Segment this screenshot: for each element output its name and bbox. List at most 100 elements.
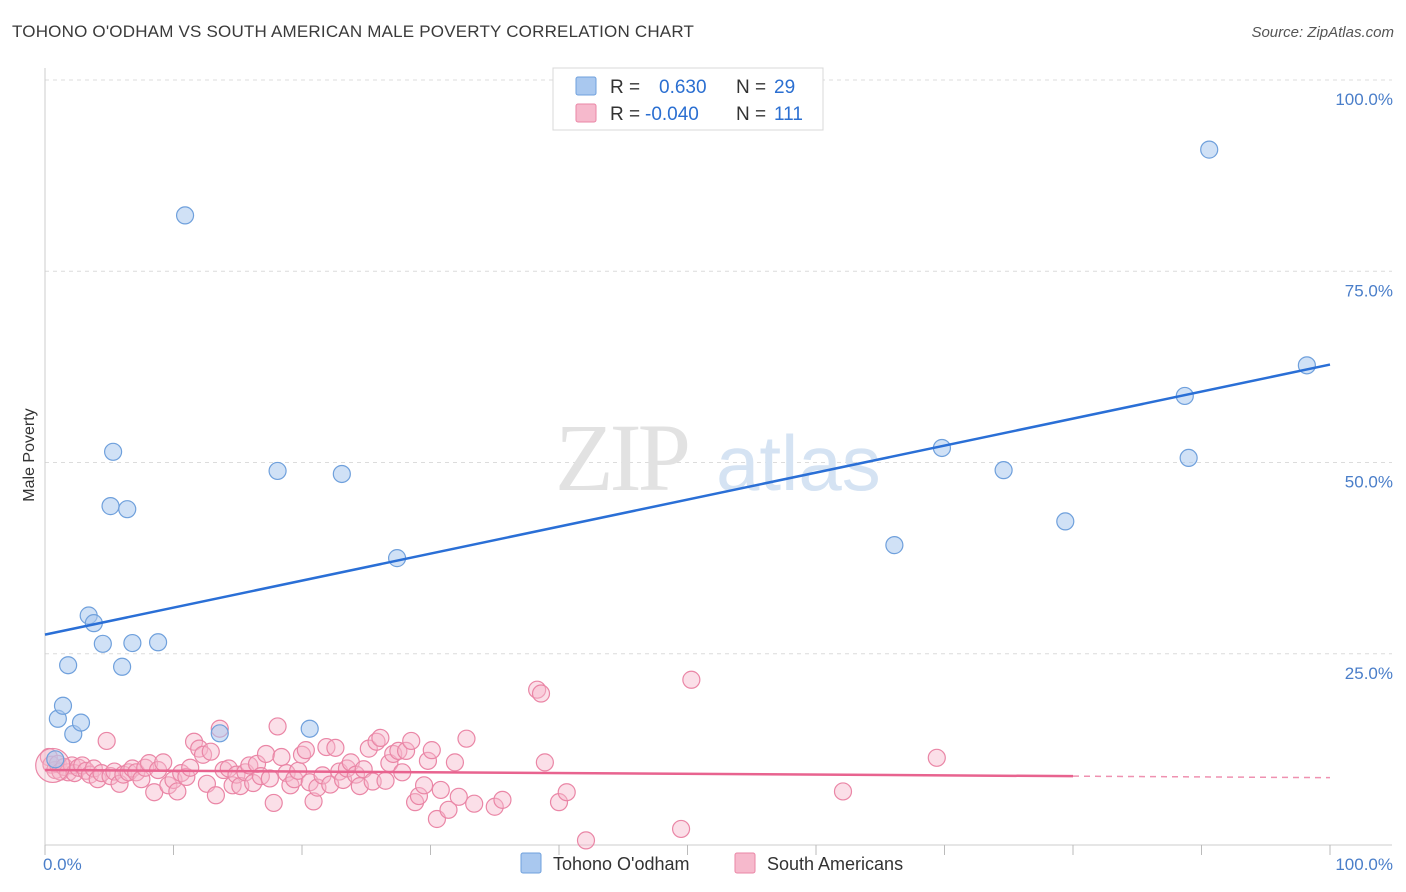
south-americans-point: [168, 782, 187, 801]
south-americans-point: [272, 747, 291, 767]
tohono-point: [53, 696, 73, 715]
south-americans-point: [376, 771, 395, 790]
south-americans-point: [206, 786, 226, 805]
south-americans-point: [576, 831, 596, 850]
series-label-tohono: Tohono O'odham: [553, 854, 690, 874]
tohono-point: [112, 657, 132, 676]
trendlines: [44, 363, 1331, 779]
legend-r-label-2: R =: [610, 104, 640, 125]
tohono-point: [1200, 140, 1219, 159]
south-americans-point: [535, 753, 554, 772]
south-americans-point: [549, 793, 569, 812]
south-americans-point: [244, 773, 263, 793]
south-americans-point: [465, 794, 484, 813]
south-americans-point: [439, 800, 458, 819]
watermark-atlas: atlas: [716, 419, 881, 507]
south-americans-point: [445, 753, 465, 772]
y-tick-label: 50.0%: [1345, 473, 1393, 492]
south-americans-point: [414, 776, 434, 795]
south-americans-point: [240, 756, 259, 775]
south-americans-trendline-extension: [1072, 775, 1331, 779]
south-americans-point: [256, 744, 276, 764]
tohono-point: [123, 633, 142, 653]
legend-swatch-pink: [575, 103, 597, 123]
south-americans-point: [354, 760, 373, 779]
south-americans-point: [389, 741, 408, 761]
south-americans-point: [431, 780, 450, 800]
south-americans-point: [409, 786, 429, 806]
tohono-points: [46, 140, 1316, 769]
south-americans-point: [264, 793, 283, 813]
south-americans-point: [260, 769, 279, 788]
watermark: ZIP atlas: [555, 404, 881, 511]
tohono-point: [300, 719, 319, 738]
south-americans-point: [485, 797, 504, 816]
tohono-point: [71, 713, 91, 732]
tohono-point: [175, 206, 195, 225]
south-americans-point: [833, 782, 853, 801]
south-americans-point: [396, 741, 416, 761]
south-americans-point: [531, 684, 551, 703]
x-tick-label: 0.0%: [43, 855, 82, 874]
tohono-point: [268, 461, 287, 481]
south-americans-point: [402, 731, 421, 751]
south-americans-point: [97, 731, 116, 751]
y-tick-label: 25.0%: [1345, 664, 1393, 683]
tohono-point: [1179, 448, 1198, 468]
south-americans-point: [154, 753, 173, 772]
legend-n-label-2: N =: [736, 104, 766, 125]
south-americans-point: [296, 741, 315, 760]
south-americans-point: [326, 738, 345, 757]
south-americans-point: [671, 819, 691, 839]
legend-box: [552, 67, 824, 131]
y-tick-label: 100.0%: [1335, 90, 1393, 109]
legend-swatch-blue: [575, 76, 597, 96]
y-tick-label: 75.0%: [1345, 281, 1393, 300]
tohono-trendline: [44, 363, 1331, 636]
tohono-point: [104, 442, 123, 461]
series-label-south-americans: South Americans: [767, 854, 903, 874]
legend-r-value-2: -0.040: [645, 104, 699, 125]
series-swatch-south-americans: [734, 852, 756, 874]
y-axis-label: Male Poverty: [21, 408, 38, 501]
tohono-point: [148, 633, 168, 652]
south-americans-point: [268, 717, 287, 736]
tohono-point: [46, 750, 65, 769]
tohono-point: [93, 634, 112, 653]
south-americans-point: [418, 751, 438, 770]
legend-n-value-2: 111: [774, 104, 803, 125]
legend-r-label-1: R =: [610, 77, 640, 98]
south-americans-point: [177, 767, 196, 787]
x-tick-label: 100.0%: [1335, 855, 1393, 874]
tohono-point: [1056, 512, 1075, 531]
south-americans-point: [422, 741, 441, 760]
legend-r-value-1: 0.630: [659, 77, 707, 98]
tohono-point: [210, 724, 229, 743]
tick-labels: 100.0% 75.0% 50.0% 25.0% 0.0% 100.0%: [43, 90, 1393, 874]
watermark-zip: ZIP: [555, 404, 688, 511]
south-americans-point: [304, 792, 323, 811]
chart-title: TOHONO O'ODHAM VS SOUTH AMERICAN MALE PO…: [12, 22, 695, 41]
south-americans-point: [359, 739, 378, 758]
south-americans-point: [181, 758, 200, 777]
south-americans-point: [557, 783, 576, 802]
tohono-point: [59, 656, 78, 675]
south-americans-trendline: [44, 768, 1074, 778]
south-americans-point: [223, 776, 242, 795]
gridlines: [45, 79, 1392, 655]
tohono-point: [332, 464, 351, 484]
series-swatch-tohono: [520, 852, 542, 874]
legend-n-value-1: 29: [774, 77, 795, 98]
axes: [44, 68, 1392, 855]
tohono-point: [101, 497, 120, 516]
south-americans-point: [493, 790, 512, 809]
south-americans-point: [682, 670, 701, 689]
series-legend: Tohono O'odham South Americans: [520, 852, 903, 874]
south-americans-point: [457, 729, 476, 748]
correlation-legend: R = 0.630 N = 29 R = -0.040 N = 111: [552, 67, 824, 131]
tohono-point: [994, 461, 1013, 480]
tohono-point: [885, 536, 904, 555]
south-americans-points: [35, 670, 946, 850]
south-americans-point: [201, 742, 220, 761]
